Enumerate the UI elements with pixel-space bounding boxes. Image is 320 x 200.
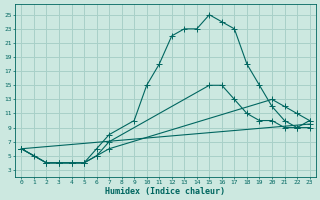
X-axis label: Humidex (Indice chaleur): Humidex (Indice chaleur) [106,187,226,196]
